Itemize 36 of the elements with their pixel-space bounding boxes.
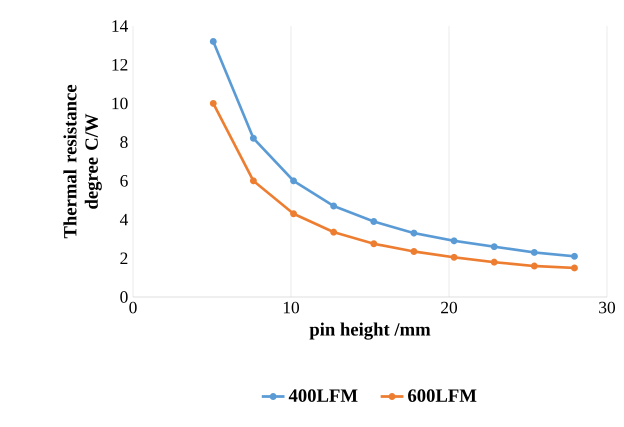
point: [410, 230, 418, 237]
point: [530, 249, 538, 256]
point: [410, 248, 418, 255]
point: [290, 177, 297, 184]
point: [450, 237, 458, 244]
point: [330, 202, 338, 210]
point: [490, 243, 498, 250]
y-tick-label: 0: [120, 291, 128, 303]
y-tick-label: 8: [120, 136, 128, 148]
y-axis-title: Thermal resistance degree C/W: [63, 84, 102, 238]
point: [570, 252, 578, 260]
x-tick-label: 20: [441, 302, 458, 314]
y-tick-label: 6: [120, 175, 128, 187]
point: [370, 240, 378, 248]
point: [530, 262, 538, 270]
x-tick-label: 0: [129, 302, 137, 314]
x-tick-label: 30: [599, 302, 616, 314]
point: [250, 134, 257, 142]
y-tick-label: 12: [112, 58, 128, 70]
point: [330, 228, 338, 236]
point: [290, 210, 297, 218]
point: [570, 264, 578, 272]
point: [210, 100, 217, 107]
y-tick-label: 14: [112, 20, 128, 32]
point: [250, 177, 257, 184]
legend-label: 600LFM: [408, 389, 476, 402]
point: [490, 258, 498, 266]
point: [210, 38, 217, 45]
y-tick-label: 2: [120, 252, 128, 264]
legend-label: 400LFM: [288, 389, 358, 402]
point: [370, 218, 378, 225]
x-axis-title: pin height /mm: [310, 322, 430, 340]
y-tick-label: 10: [112, 98, 128, 110]
y-tick-label: 4: [120, 214, 128, 226]
point: [450, 254, 458, 261]
x-tick-label: 10: [284, 302, 300, 314]
